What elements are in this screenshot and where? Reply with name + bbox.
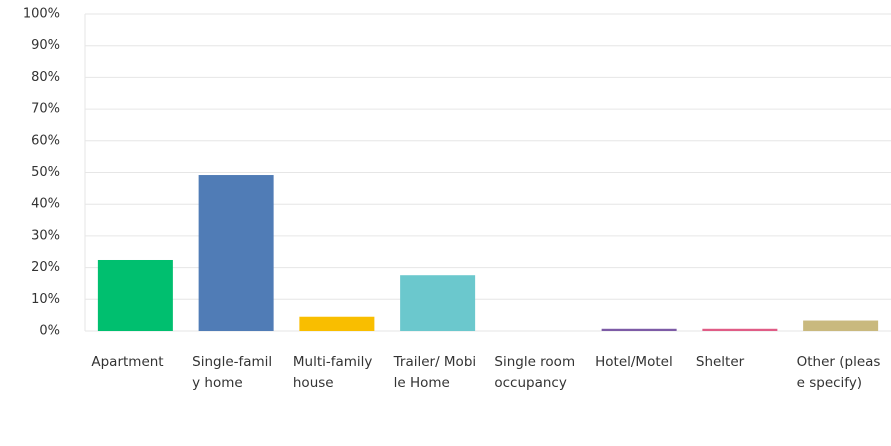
- x-tick-label: Shelter: [695, 354, 745, 370]
- bar: [299, 316, 375, 331]
- y-tick-label: 30%: [31, 228, 60, 243]
- y-tick-label: 10%: [31, 292, 60, 307]
- x-tick-label: Single-family home: [192, 354, 273, 391]
- y-tick-label: 0%: [39, 324, 60, 339]
- y-tick-label: 40%: [31, 197, 60, 212]
- bar: [198, 175, 274, 331]
- x-tick-label: Apartment: [91, 354, 164, 370]
- y-tick-label: 60%: [31, 133, 60, 148]
- bar: [400, 275, 476, 331]
- y-tick-label: 80%: [31, 70, 60, 85]
- y-tick-label: 20%: [31, 260, 60, 275]
- x-tick-label: Single room occupancy: [494, 354, 576, 391]
- bar: [601, 328, 677, 331]
- x-tick-label: Hotel/Motel: [595, 354, 673, 370]
- bar: [702, 328, 778, 331]
- y-tick-label: 100%: [23, 7, 60, 22]
- y-tick-label: 90%: [31, 38, 60, 53]
- bar: [97, 259, 173, 331]
- y-tick-label: 50%: [31, 165, 60, 180]
- bar: [803, 320, 879, 331]
- x-tick-label: Multi-family house: [292, 354, 373, 391]
- x-tick-label: Trailer/ Mobile Home: [393, 354, 477, 391]
- y-tick-label: 70%: [31, 102, 60, 117]
- x-tick-label: Other (please specify): [796, 354, 881, 391]
